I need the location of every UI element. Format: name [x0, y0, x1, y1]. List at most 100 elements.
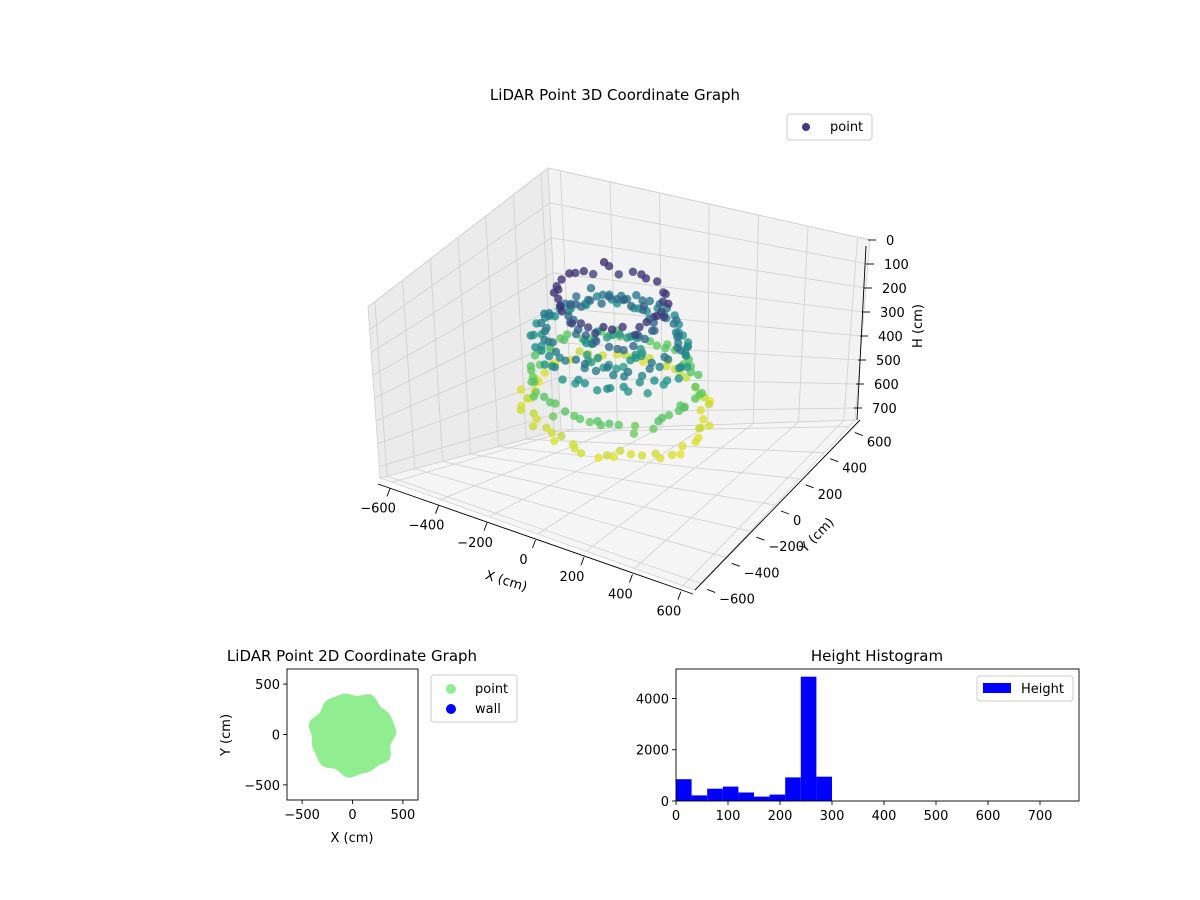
x-tick-label-3d: 600 [656, 605, 681, 620]
histogram-bar [676, 779, 692, 801]
y-tick-label-3d: 0 [793, 514, 801, 529]
point-3d [603, 363, 612, 372]
x-tick-label-histogram: 500 [924, 809, 949, 824]
point-3d [641, 274, 651, 283]
point-3d [630, 421, 640, 431]
point-3d [527, 366, 536, 375]
point-3d [637, 371, 647, 381]
point-3d [607, 325, 617, 334]
point-3d [537, 346, 546, 355]
y-tick-label-histogram: 4000 [636, 692, 669, 707]
point-3d [612, 364, 621, 373]
point-3d [549, 288, 559, 297]
chart-2d-title: LiDAR Point 2D Coordinate Graph [227, 647, 477, 665]
point-3d [561, 407, 570, 416]
x-axis-2d-label: X (cm) [331, 831, 374, 846]
x-tick-label-3d: −200 [457, 536, 493, 551]
point-3d [567, 319, 577, 328]
point-3d [668, 450, 677, 460]
point-3d [592, 336, 601, 346]
point-3d [571, 355, 581, 364]
point-3d [655, 362, 664, 372]
x-tick-label-histogram: 200 [768, 809, 793, 824]
histogram-bars [676, 676, 832, 801]
point-3d [609, 370, 618, 380]
x-tick-label-histogram: 700 [1028, 809, 1053, 824]
point-3d [572, 292, 581, 301]
y-tick-label-3d: 600 [867, 436, 892, 451]
ticks-2d: −500 0 500 −500 0 500 [244, 678, 415, 823]
point-3d [526, 331, 535, 340]
x-tick-label-3d: −600 [360, 501, 396, 516]
point-3d [661, 289, 670, 299]
point-3d [596, 420, 606, 430]
point-3d [669, 319, 678, 328]
x-tick-3d [532, 539, 536, 549]
point-3d [653, 277, 662, 286]
point-3d [695, 424, 704, 433]
z-tick-label-3d: 400 [878, 330, 903, 345]
y-tick-label-2d: 0 [272, 729, 280, 744]
point-3d [594, 453, 603, 463]
point-3d [615, 446, 625, 455]
point-3d [579, 267, 588, 276]
point-3d [705, 421, 714, 430]
point-3d [576, 449, 586, 458]
point-3d [649, 424, 658, 433]
point-3d [585, 417, 594, 427]
point-3d [540, 360, 549, 369]
histogram-bar [800, 676, 817, 801]
point-3d [566, 301, 575, 310]
y-tick-3d [780, 510, 790, 515]
point-3d [626, 356, 635, 365]
x-tick-3d [580, 557, 585, 566]
point-3d [550, 436, 559, 446]
point-3d [558, 375, 567, 384]
point-cloud-2d [308, 693, 397, 778]
point-3d [604, 262, 614, 271]
legend-2d-point-label: point [475, 682, 508, 697]
legend-histogram-swatch [983, 683, 1011, 693]
z-tick-label-3d: 300 [880, 306, 905, 321]
point-3d [691, 382, 700, 392]
point-3d [602, 451, 612, 460]
y-tick-3d [805, 484, 814, 489]
pane-floor [378, 419, 856, 591]
x-tick-label-3d: 0 [519, 553, 527, 568]
point-3d [627, 301, 636, 311]
histogram-bar [691, 795, 708, 801]
point-3d [639, 301, 649, 311]
point-3d [581, 331, 590, 340]
x-tick-label-2d: 500 [390, 808, 415, 823]
point-3d [637, 451, 647, 460]
point-3d [551, 399, 560, 408]
point-3d [678, 442, 687, 451]
y-tick-label-3d: −200 [768, 540, 804, 555]
point-3d [676, 346, 686, 355]
point-3d [660, 352, 669, 362]
point-3d [604, 292, 614, 301]
z-axis-3d-label: H (cm) [911, 304, 926, 348]
point-3d [548, 412, 558, 421]
point-3d [548, 338, 557, 347]
point-3d [676, 450, 685, 459]
x-tick-label-2d: −500 [284, 808, 320, 823]
chart-2d: LiDAR Point 2D Coordinate Graph −500 0 500… [219, 647, 518, 846]
point-3d [540, 326, 550, 336]
y-tick-label-histogram: 2000 [636, 744, 669, 759]
points-3d [516, 258, 715, 463]
legend-2d-wall-marker [446, 704, 456, 714]
point-3d [593, 353, 603, 363]
z-tick-label-3d: 600 [874, 378, 899, 393]
point-3d [648, 326, 657, 335]
y-axis-2d-label: Y (cm) [219, 714, 234, 757]
point-3d [599, 322, 608, 332]
point-3d [620, 372, 629, 381]
point-3d [580, 379, 590, 388]
point-3d [650, 376, 659, 385]
point-3d [591, 328, 600, 338]
point-3d [664, 411, 674, 420]
point-3d [694, 370, 703, 380]
point-3d [629, 429, 639, 438]
point-3d [676, 362, 685, 372]
